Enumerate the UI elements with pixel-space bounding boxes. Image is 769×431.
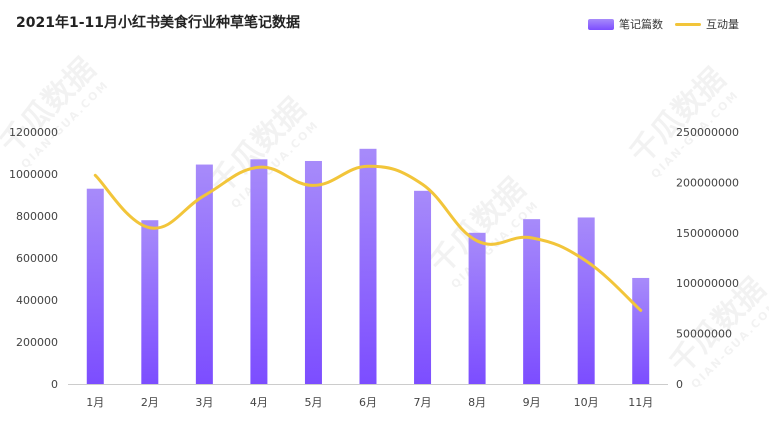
bar[interactable] bbox=[468, 232, 486, 384]
x-tick-label: 6月 bbox=[359, 396, 377, 409]
bar[interactable] bbox=[141, 220, 159, 384]
x-tick-label: 7月 bbox=[414, 396, 432, 409]
x-tick-label: 9月 bbox=[523, 396, 541, 409]
series-line[interactable] bbox=[93, 164, 643, 312]
x-tick-label: 3月 bbox=[195, 396, 213, 409]
line-point[interactable] bbox=[529, 235, 535, 241]
bar[interactable] bbox=[359, 148, 377, 384]
legend-bar-swatch-icon bbox=[588, 18, 614, 30]
line-point[interactable] bbox=[638, 307, 644, 313]
y-left-tick-label: 0 bbox=[51, 378, 58, 391]
y-left-tick-label: 1200000 bbox=[9, 126, 58, 139]
line-point[interactable] bbox=[583, 258, 589, 264]
line-point[interactable] bbox=[147, 225, 153, 231]
y-left-tick-label: 600000 bbox=[16, 252, 58, 265]
x-tick-label: 4月 bbox=[250, 396, 268, 409]
y-right-tick-label: 200000000 bbox=[676, 176, 739, 189]
bar[interactable] bbox=[195, 164, 213, 384]
bar[interactable] bbox=[632, 277, 650, 384]
x-tick-label: 11月 bbox=[628, 396, 653, 409]
y-left-tick-label: 1000000 bbox=[9, 168, 58, 181]
y-left-tick-label: 400000 bbox=[16, 294, 58, 307]
chart-title: 2021年1-11月小红书美食行业种草笔记数据 bbox=[16, 15, 300, 31]
bar[interactable] bbox=[523, 219, 541, 384]
line-point[interactable] bbox=[256, 164, 262, 170]
legend-bar-label: 笔记篇数 bbox=[619, 18, 663, 31]
line-point[interactable] bbox=[201, 193, 207, 199]
bar[interactable] bbox=[304, 160, 322, 384]
legend-line-swatch-icon bbox=[675, 22, 701, 26]
y-right-tick-label: 50000000 bbox=[676, 328, 732, 341]
y-right-tick-label: 100000000 bbox=[676, 277, 739, 290]
x-tick-label: 10月 bbox=[574, 396, 599, 409]
legend: 笔记篇数 互动量 bbox=[576, 16, 739, 32]
bar[interactable] bbox=[577, 217, 595, 384]
y-right-tick-label: 0 bbox=[676, 378, 683, 391]
bar[interactable] bbox=[250, 159, 268, 384]
line-point[interactable] bbox=[420, 181, 426, 187]
line-point[interactable] bbox=[310, 182, 316, 188]
bar[interactable] bbox=[86, 188, 104, 384]
line-point[interactable] bbox=[92, 172, 98, 178]
legend-item-bars[interactable]: 笔记篇数 bbox=[588, 16, 663, 32]
y-left-tick-label: 800000 bbox=[16, 210, 58, 223]
line-point[interactable] bbox=[365, 163, 371, 169]
x-tick-label: 2月 bbox=[141, 396, 159, 409]
bar[interactable] bbox=[414, 190, 432, 384]
x-tick-label: 8月 bbox=[468, 396, 486, 409]
y-left-tick-label: 200000 bbox=[16, 336, 58, 349]
legend-item-line[interactable]: 互动量 bbox=[675, 16, 739, 32]
line-point[interactable] bbox=[474, 238, 480, 244]
y-right-tick-label: 150000000 bbox=[676, 227, 739, 240]
legend-line-label: 互动量 bbox=[706, 18, 739, 31]
y-right-tick-label: 250000000 bbox=[676, 126, 739, 139]
x-tick-label: 5月 bbox=[304, 396, 322, 409]
x-tick-label: 1月 bbox=[86, 396, 104, 409]
